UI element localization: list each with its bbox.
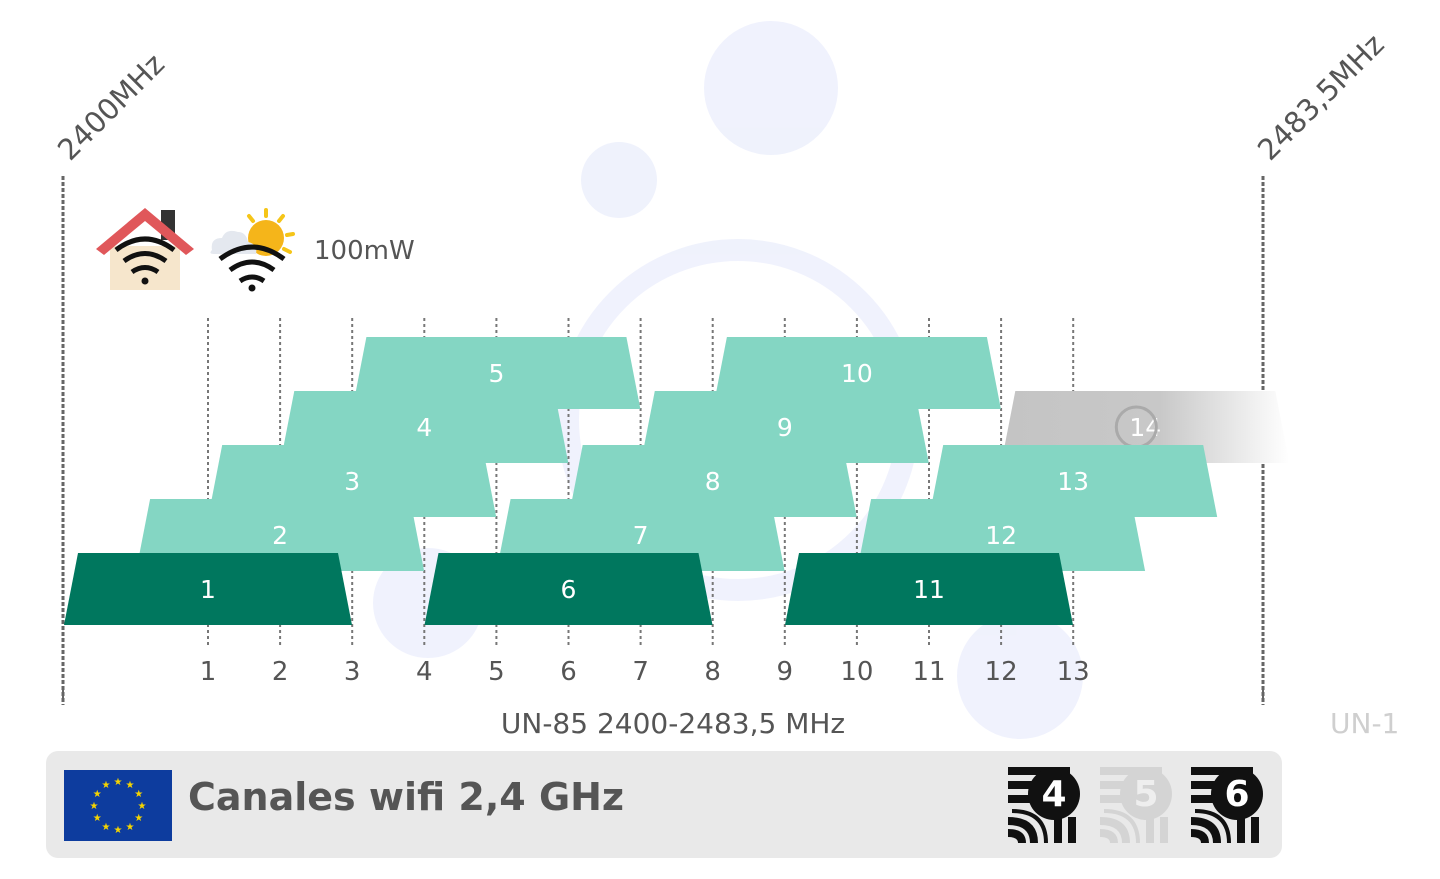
footer-bar: ★ ★ ★ ★ ★ ★ ★ ★ ★ ★ ★ ★ Canales wifi 2,4 GHz 4 [46,751,1282,858]
channel-6: 6 [424,553,713,625]
axis-tick-label-8: 8 [704,657,721,687]
eu-star-icon: ★ [90,801,99,812]
eu-star-icon: ★ [102,780,111,791]
eu-star-icon: ★ [114,825,123,836]
page-title: Canales wifi 2,4 GHz [188,775,625,819]
indoor-house-icon [96,208,194,290]
wifi-5-icon: 5 [1100,767,1172,843]
channel-blocks: 5 104 9 143 8 132 7 121 6 11 [64,337,1290,625]
channel-label-1: 1 [200,575,216,604]
axis-tick-label-4: 4 [416,657,433,687]
eu-star-icon: ★ [138,801,147,812]
axis-tick-labels: 1 2 3 4 5 6 7 8 9 10 11 12 13 [200,657,1090,687]
wifi-4-icon: 4 [1008,767,1080,843]
axis-tick-label-2: 2 [272,657,289,687]
svg-text:5: 5 [1133,774,1158,815]
axis-tick-label-12: 12 [985,657,1018,687]
axis-tick-label-3: 3 [344,657,361,687]
next-band-label: UN-1 [1330,707,1399,740]
eu-star-icon: ★ [114,777,123,788]
svg-text:4: 4 [1041,774,1066,815]
axis-tick-label-9: 9 [777,657,794,687]
channel-1: 1 [64,553,352,625]
channel-block-6 [424,553,713,625]
eu-star-icon: ★ [93,813,102,824]
svg-text:6: 6 [1224,774,1249,815]
channel-label-10: 10 [841,359,873,388]
channel-label-7: 7 [633,521,649,550]
freq-end-label: 2483,5MHz [1251,27,1391,167]
channel-label-5: 5 [488,359,504,388]
axis-tick-label-1: 1 [200,657,217,687]
channel-label-2: 2 [272,521,288,550]
axis-tick-label-7: 7 [632,657,649,687]
channel-block-11 [785,553,1073,625]
channel-block-1 [64,553,352,625]
eu-star-icon: ★ [102,822,111,833]
eu-star-icon: ★ [126,780,135,791]
channel-label-8: 8 [705,467,721,496]
channel-label-11: 11 [913,575,945,604]
outdoor-weather-icon [210,208,295,292]
axis-tick-label-10: 10 [840,657,873,687]
axis-tick-label-6: 6 [560,657,577,687]
eu-star-icon: ★ [93,789,102,800]
axis-tick-label-11: 11 [912,657,945,687]
channel-label-13: 13 [1057,467,1089,496]
channel-label-9: 9 [777,413,793,442]
channel-label-3: 3 [344,467,360,496]
eu-star-icon: ★ [134,789,143,800]
channel-11: 11 [785,553,1073,625]
channel-label-12: 12 [985,521,1017,550]
channel-label-4: 4 [416,413,432,442]
freq-start-label: 2400MHz [51,47,171,167]
power-label: 100mW [314,236,415,266]
wifi-6-icon: 6 [1191,767,1263,843]
axis-tick-label-5: 5 [488,657,505,687]
eu-flag-icon: ★ ★★★★★★★★★★★ [64,770,172,841]
channel-label-6: 6 [561,575,577,604]
eu-star-icon: ★ [126,822,135,833]
eu-star-icon: ★ [134,813,143,824]
band-label: UN-85 2400-2483,5 MHz [501,707,845,740]
axis-tick-label-13: 13 [1057,657,1090,687]
